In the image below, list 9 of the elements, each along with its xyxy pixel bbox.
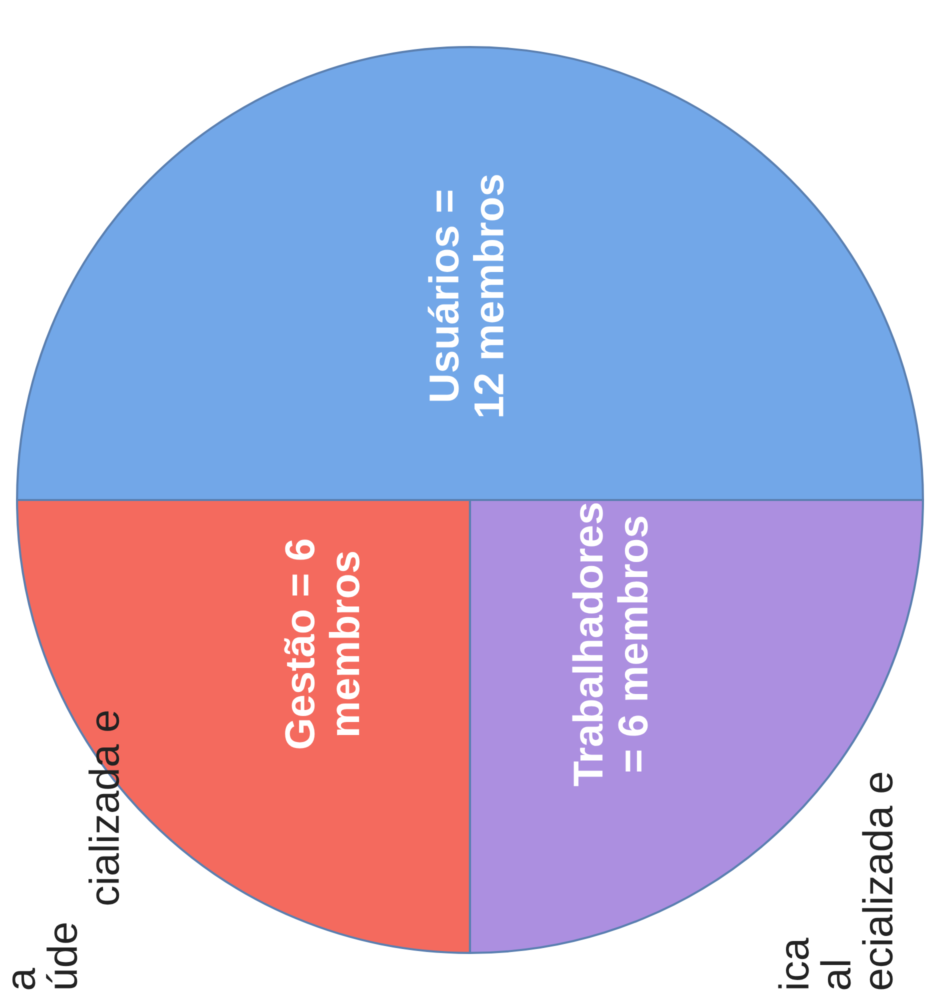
text: úde: [46, 923, 78, 988]
slice-label: Trabalhadores = 6 membros: [572, 503, 648, 786]
text: al: [820, 961, 851, 990]
text: ecializada e: [862, 772, 893, 990]
text: cializada e: [88, 711, 120, 905]
text: ica: [778, 938, 809, 988]
slice-label: Gestão = 6 membros: [284, 540, 360, 748]
text: a: [12, 968, 36, 990]
slice-label: Usuários = 12 membros: [428, 175, 504, 416]
